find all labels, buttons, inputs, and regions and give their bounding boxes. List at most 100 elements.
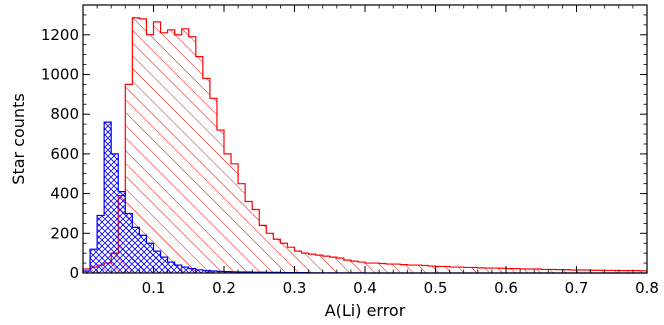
histogram-bin — [97, 215, 105, 273]
histogram-bin — [280, 243, 288, 273]
histogram-outline — [82, 17, 648, 273]
histogram-bin — [231, 163, 239, 273]
histogram-bin — [209, 271, 217, 273]
histogram-bin — [224, 153, 232, 273]
histogram-bin — [329, 257, 337, 273]
histogram-bin — [125, 213, 133, 273]
histogram-bin — [245, 201, 253, 273]
histogram-bin — [83, 271, 91, 273]
histogram-bin — [569, 270, 577, 273]
histogram-bin — [513, 268, 521, 273]
histogram-bin — [400, 264, 408, 273]
histogram-bin — [618, 270, 626, 273]
histogram-bin — [139, 18, 147, 273]
histogram-bin — [372, 263, 380, 273]
histogram-bin — [597, 270, 605, 273]
histogram-bin — [520, 269, 528, 273]
histogram-bin — [498, 268, 506, 273]
x-tick-label: 0.2 — [212, 279, 236, 297]
y-tick-label: 0 — [69, 264, 79, 282]
series-layer — [82, 17, 648, 274]
histogram-bin — [541, 269, 549, 273]
histogram-bin — [343, 260, 351, 273]
y-tick-label: 200 — [50, 224, 79, 242]
histogram-bin — [202, 78, 210, 274]
histogram-bin — [188, 268, 196, 273]
y-axis-title: Star counts — [9, 93, 28, 184]
histogram-bin — [477, 267, 485, 273]
histogram-bin — [216, 130, 224, 273]
histogram-bin — [195, 269, 203, 273]
histogram-bin — [555, 269, 563, 273]
histogram-bin — [393, 264, 401, 273]
x-tick-label: 0.4 — [353, 279, 377, 297]
histogram-bin — [104, 122, 112, 274]
histogram-bin — [153, 251, 161, 273]
histogram-bin — [428, 266, 436, 273]
histogram-bin — [90, 249, 98, 273]
histogram-bin — [506, 268, 514, 273]
y-tick-label: 1000 — [41, 65, 79, 83]
histogram-bin — [435, 266, 443, 273]
histogram-bin — [181, 267, 189, 273]
histogram-bin — [491, 268, 499, 273]
y-tick-label: 400 — [50, 185, 79, 203]
histogram-bin — [266, 233, 274, 273]
histogram-bin — [125, 84, 133, 273]
histogram-bin — [224, 271, 232, 273]
histogram-bin — [421, 265, 429, 273]
histogram-bin — [590, 270, 598, 273]
histogram-bin — [209, 98, 217, 273]
histogram-bin — [322, 256, 330, 273]
x-tick-label: 0.7 — [565, 279, 589, 297]
histogram-bin — [174, 265, 182, 273]
histogram-bin — [287, 247, 295, 273]
histogram-bin — [463, 267, 471, 273]
histogram-bin — [379, 263, 387, 273]
histogram-bin — [470, 267, 478, 273]
histogram-bin — [188, 36, 196, 273]
histogram-bin — [111, 153, 119, 273]
histogram-bin — [259, 225, 267, 273]
histogram-bin — [357, 262, 365, 273]
histogram-bin — [442, 266, 450, 273]
histogram-bin — [407, 265, 415, 273]
histogram-bin — [160, 257, 168, 273]
histogram-bin — [195, 56, 203, 274]
histogram-bin — [153, 21, 161, 274]
histogram-bin — [139, 235, 147, 273]
histogram-bin — [252, 209, 260, 273]
x-tick-label: 0.6 — [494, 279, 518, 297]
histogram-bin — [167, 262, 175, 273]
histogram-bin — [365, 263, 373, 273]
histogram-bin — [484, 268, 492, 273]
histogram-bin — [639, 270, 647, 273]
histogram-bin — [118, 191, 126, 273]
x-tick-label: 0.8 — [635, 279, 659, 297]
x-tick-label: 0.5 — [424, 279, 448, 297]
histogram-bin — [216, 271, 224, 273]
histogram-bin — [350, 261, 358, 273]
y-tick-label: 600 — [50, 145, 79, 163]
histogram-bin — [336, 258, 344, 273]
histogram-bin — [583, 270, 591, 273]
histogram-bin — [534, 269, 542, 273]
histogram-bin — [548, 269, 556, 273]
histogram-bin — [174, 34, 182, 274]
histogram-bin — [625, 270, 633, 273]
histogram-bin — [132, 17, 140, 274]
y-tick-label: 800 — [50, 105, 79, 123]
histogram-bin — [611, 270, 619, 273]
histogram-bin — [160, 32, 168, 274]
histogram-bin — [273, 239, 281, 273]
histogram-bin — [632, 270, 640, 273]
histogram-bin — [181, 28, 189, 274]
histogram-bin — [576, 270, 584, 273]
x-tick-label: 0.3 — [283, 279, 307, 297]
histogram-bin — [238, 183, 246, 273]
histogram-bin — [456, 267, 464, 273]
histogram-bin — [604, 270, 612, 273]
histogram-bin — [132, 227, 140, 273]
histogram-bin — [294, 251, 302, 273]
